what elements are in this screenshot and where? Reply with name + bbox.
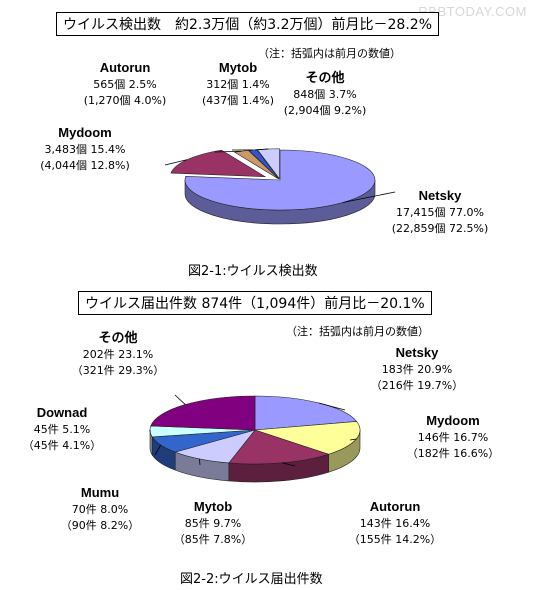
chart1-title: ウイルス検出数 約2.3万個（約3.2万個）前月比－28.2%: [56, 12, 440, 36]
label-prev-Autorun: （155件 14.2%）: [349, 533, 441, 546]
leader-line-Netsky: [319, 402, 346, 411]
pie-tops: [170, 148, 376, 211]
label-name-Mytob: Mytob: [194, 499, 232, 514]
chart1-note: （注：括弧内は前月の数値）: [258, 47, 401, 60]
label-name-Mydoom: Mydoom: [58, 125, 111, 140]
label-value-Mytob: 85件 9.7%: [185, 517, 241, 530]
label-name-Mydoom: Mydoom: [426, 413, 479, 428]
pie-slice-Autorun: [228, 429, 330, 465]
label-value-Netsky: 183件 20.9%: [382, 363, 452, 376]
leader-line-Mydoom: [349, 438, 357, 441]
label-value-Downad: 45件 5.1%: [34, 423, 90, 436]
label-value-Autorun: 143件 16.4%: [360, 517, 430, 530]
pie-labels: Netsky 183件 20.9% （216件 19.7%） Mydoom 146件 1…: [23, 330, 499, 546]
watermark: RBBTODAY.COM: [418, 4, 527, 19]
pie-slice-Autorun: [233, 150, 279, 180]
label-prev-Mytob: （85件 7.8%）: [174, 533, 252, 546]
label-prev-Downad: （45件 4.1%）: [23, 439, 101, 452]
label-prev-その他: （321件 29.3%）: [72, 364, 164, 377]
label-name-Netsky: Netsky: [419, 188, 462, 203]
label-prev-Mytob: (437個 1.4%): [202, 94, 274, 107]
leader-line-Mytob: [199, 458, 201, 466]
leader-line-Autorun: [282, 462, 296, 467]
label-value-Mumu: 70件 8.0%: [72, 503, 128, 516]
label-prev-Mydoom: （182件 16.6%）: [407, 447, 499, 460]
label-name-その他: その他: [305, 70, 344, 85]
pie-labels: Netsky 17,415個 77.0% (22,859個 72.5%) Mydoom…: [40, 60, 488, 235]
pie-tops: [149, 395, 361, 465]
label-name-Autorun: Autorun: [100, 60, 151, 75]
label-value-Mydoom: 146件 16.7%: [418, 431, 488, 444]
label-value-Mydoom: 3,483個 15.4%: [45, 143, 126, 156]
label-value-その他: 848個 3.7%: [293, 88, 356, 101]
label-prev-Autorun: (1,270個 4.0%): [84, 94, 167, 107]
label-value-その他: 202件 23.1%: [83, 348, 153, 361]
label-name-Downad: Downad: [37, 405, 88, 420]
label-name-Autorun: Autorun: [370, 499, 421, 514]
pie-slice-Netsky: [184, 149, 376, 211]
leader-line-Mydoom: [164, 159, 188, 166]
label-name-その他: その他: [98, 330, 137, 345]
label-name-Mumu: Mumu: [81, 485, 119, 500]
label-prev-Mydoom: (4,044個 12.8%): [40, 159, 130, 172]
label-value-Mytob: 312個 1.4%: [206, 78, 269, 91]
chart2-title: ウイルス届出件数 874件（1,094件）前月比－20.1%: [78, 291, 432, 315]
leader-line-Netsky: [342, 191, 396, 203]
label-value-Netsky: 17,415個 77.0%: [396, 206, 484, 219]
leader-line-その他: [174, 394, 186, 405]
chart1-pie: Netsky 17,415個 77.0% (22,859個 72.5%) Mydoom…: [40, 60, 488, 235]
pie-slice-その他: [150, 395, 256, 431]
label-prev-Netsky: （216件 19.7%）: [371, 379, 463, 392]
label-name-Netsky: Netsky: [396, 345, 439, 360]
label-prev-Netsky: (22,859個 72.5%): [392, 222, 489, 235]
leader-line-その他: [254, 148, 269, 151]
label-name-Mytob: Mytob: [219, 60, 257, 75]
pie-sides: [149, 429, 361, 483]
chart2-note: （注：括弧内は前月の数値）: [286, 325, 429, 338]
label-prev-Mumu: （90件 8.2%）: [61, 519, 139, 532]
leader-line-Mumu: [154, 444, 162, 456]
chart1-caption: 図2-1:ウイルス検出数: [188, 264, 318, 279]
label-prev-その他: (2,904個 9.2%): [284, 104, 367, 117]
label-value-Autorun: 565個 2.5%: [93, 78, 156, 91]
leader-line-Autorun: [214, 150, 242, 153]
chart2-caption: 図2-2:ウイルス届出件数: [180, 572, 323, 587]
pie-slice-Netsky: [254, 395, 358, 431]
